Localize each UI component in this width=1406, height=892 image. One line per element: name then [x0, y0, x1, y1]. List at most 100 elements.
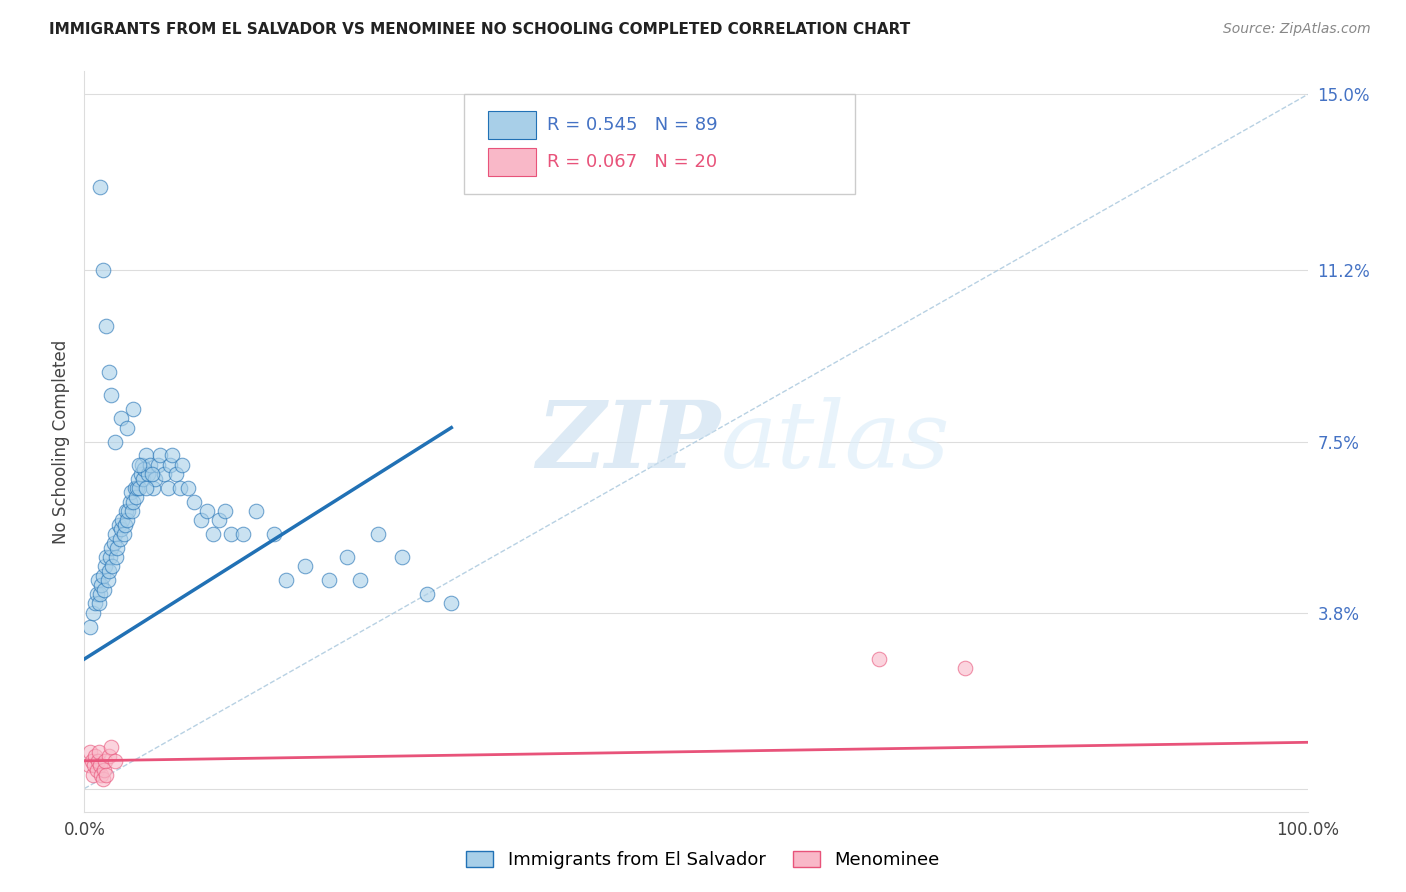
Point — [367, 527, 389, 541]
Point — [124, 481, 146, 495]
Point — [127, 471, 149, 485]
Point — [82, 767, 104, 781]
Point — [111, 513, 134, 527]
Point — [90, 767, 112, 781]
Point — [82, 606, 104, 620]
Point — [118, 494, 141, 508]
Point — [115, 513, 138, 527]
Point — [440, 597, 463, 611]
Point — [190, 513, 212, 527]
Point — [135, 449, 157, 463]
Point — [120, 485, 142, 500]
Point — [107, 517, 129, 532]
Point — [177, 481, 200, 495]
Point — [201, 527, 224, 541]
Point — [96, 767, 118, 781]
Point — [84, 597, 107, 611]
Point — [169, 481, 191, 495]
Point — [336, 550, 359, 565]
Point — [83, 758, 105, 772]
Point — [94, 754, 117, 768]
Point — [156, 481, 179, 495]
Point — [77, 758, 100, 772]
FancyBboxPatch shape — [488, 147, 536, 177]
Point — [132, 471, 155, 485]
Point — [97, 749, 120, 764]
Point — [93, 763, 115, 777]
FancyBboxPatch shape — [464, 94, 855, 194]
Point — [94, 559, 117, 574]
Point — [165, 467, 187, 481]
Point — [87, 754, 110, 768]
Point — [79, 619, 101, 633]
Point — [87, 597, 110, 611]
Point — [110, 411, 132, 425]
Point — [245, 504, 267, 518]
Point — [869, 652, 891, 666]
Point — [79, 745, 101, 759]
Point — [134, 462, 156, 476]
Point — [135, 481, 157, 495]
Point — [122, 494, 145, 508]
Point — [131, 458, 153, 472]
Point — [96, 318, 118, 333]
Point — [105, 541, 128, 555]
Point — [91, 263, 114, 277]
Text: R = 0.067   N = 20: R = 0.067 N = 20 — [547, 153, 717, 170]
Point — [208, 513, 231, 527]
Point — [183, 494, 205, 508]
Point — [953, 661, 976, 675]
Point — [91, 772, 114, 787]
Point — [128, 458, 150, 472]
Point — [232, 527, 254, 541]
Point — [114, 517, 136, 532]
Point — [105, 550, 128, 565]
Point — [97, 564, 120, 578]
Point — [172, 458, 194, 472]
Point — [416, 587, 439, 601]
Point — [97, 365, 120, 379]
Point — [141, 467, 163, 481]
Point — [96, 550, 118, 565]
Legend: Immigrants from El Salvador, Menominee: Immigrants from El Salvador, Menominee — [457, 842, 949, 879]
Point — [86, 587, 108, 601]
Point — [87, 574, 110, 588]
Text: Source: ZipAtlas.com: Source: ZipAtlas.com — [1223, 22, 1371, 37]
Point — [110, 523, 132, 537]
Point — [100, 739, 122, 754]
Point — [149, 449, 172, 463]
Text: ZIP: ZIP — [536, 397, 720, 486]
Y-axis label: No Schooling Completed: No Schooling Completed — [52, 340, 70, 543]
Point — [159, 458, 181, 472]
Point — [142, 481, 165, 495]
Point — [100, 388, 122, 402]
Point — [391, 550, 413, 565]
Point — [139, 458, 162, 472]
Text: atlas: atlas — [720, 397, 950, 486]
Point — [86, 763, 108, 777]
Point — [97, 574, 120, 588]
Point — [93, 582, 115, 597]
Point — [294, 559, 316, 574]
Point — [276, 574, 298, 588]
Point — [80, 754, 103, 768]
Point — [104, 434, 127, 449]
Point — [146, 458, 169, 472]
Point — [89, 180, 111, 194]
Point — [195, 504, 218, 518]
Point — [87, 745, 110, 759]
Point — [129, 467, 152, 481]
Point — [318, 574, 340, 588]
Point — [104, 754, 127, 768]
Point — [90, 578, 112, 592]
Point — [143, 471, 166, 485]
Point — [112, 527, 135, 541]
Point — [108, 532, 131, 546]
Point — [125, 490, 148, 504]
FancyBboxPatch shape — [488, 111, 536, 139]
Point — [101, 559, 124, 574]
Point — [115, 504, 138, 518]
Text: R = 0.545   N = 89: R = 0.545 N = 89 — [547, 116, 717, 134]
Point — [162, 449, 184, 463]
Point — [128, 481, 150, 495]
